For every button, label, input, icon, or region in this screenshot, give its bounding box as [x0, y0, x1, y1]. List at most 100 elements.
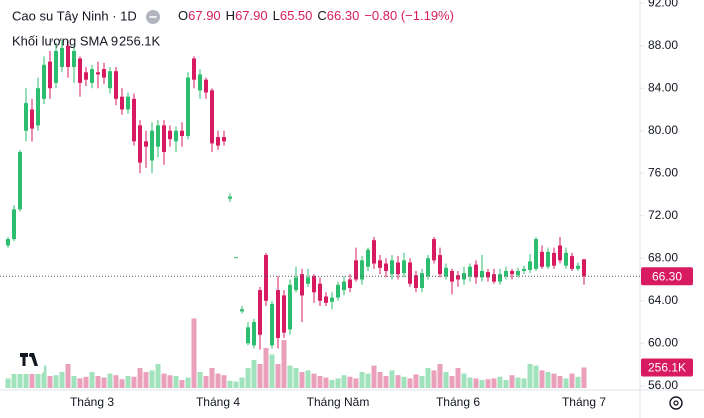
volume-bar [137, 368, 143, 388]
candle-body [204, 79, 208, 93]
volume-bar [113, 375, 119, 388]
volume-bar [347, 376, 353, 388]
candle-body [78, 58, 82, 83]
volume-tag-label: 256.1K [648, 361, 686, 375]
candle-body [438, 255, 442, 275]
volume-bar [161, 373, 167, 388]
candle-body [222, 137, 226, 142]
candle-body [444, 267, 448, 277]
volume-bar [65, 364, 71, 388]
volume-bar [533, 365, 539, 388]
candle-body [570, 256, 574, 269]
c-label: C [317, 8, 326, 23]
candle-body [498, 274, 502, 282]
x-tick-label: Tháng Năm [307, 395, 370, 409]
symbol-title: Cao su Tây Ninh · 1D [12, 8, 137, 23]
candle-body [294, 277, 298, 291]
candle-body [450, 270, 454, 282]
settings-icon[interactable] [669, 396, 683, 410]
candle-body [324, 296, 328, 303]
candle-body [378, 260, 382, 268]
volume-bar [407, 378, 413, 388]
o-value: 67.90 [188, 8, 221, 23]
change: −0.80 (−1.19%) [364, 8, 454, 23]
plot [5, 40, 587, 388]
volume-bar [35, 370, 41, 388]
y-tick-label: 64.00 [648, 293, 678, 307]
candle-body [66, 45, 70, 67]
volume-bar [287, 365, 293, 388]
y-tick-label: 88.00 [648, 38, 678, 52]
candle-body [540, 251, 544, 267]
volume-bar [269, 354, 275, 388]
candle-body [18, 151, 22, 210]
volume-bar [557, 376, 563, 388]
candle-body [342, 281, 346, 291]
volume-tag [641, 358, 693, 377]
candle-body [402, 260, 406, 274]
volume-bar [251, 360, 257, 388]
candle-body [48, 61, 52, 89]
y-tick-label: 80.00 [648, 123, 678, 137]
candle-body [330, 297, 334, 302]
volume-bar [47, 376, 53, 388]
candle-body [168, 130, 172, 140]
candle-body [408, 262, 412, 284]
volume-bar [515, 377, 521, 388]
candle-body [546, 251, 550, 267]
candle-body [156, 125, 160, 147]
candle-body [426, 258, 430, 277]
h-value: 67.90 [235, 8, 268, 23]
candle-body [474, 264, 478, 278]
volume-bar [575, 376, 581, 388]
candle-body [552, 252, 556, 266]
volume-bar [29, 372, 35, 388]
volume-bar [491, 378, 497, 388]
volume-bar [11, 373, 17, 388]
candle-body [120, 96, 124, 110]
volume-bar [227, 380, 233, 388]
volume-bar [143, 372, 149, 388]
candle-body [6, 239, 10, 246]
candle-body [300, 274, 304, 296]
volume-bar [551, 373, 557, 388]
volume-bar [95, 376, 101, 388]
candle-body [252, 321, 256, 346]
volume-bar [155, 364, 161, 388]
x-tick-label: Tháng 3 [70, 395, 114, 409]
volume-bar [365, 373, 371, 388]
x-tick-label: Tháng 6 [436, 395, 480, 409]
volume-bar [41, 365, 47, 388]
candle-body [180, 130, 184, 137]
volume-bar [263, 348, 269, 388]
volume-bar [419, 376, 425, 388]
volume-bar [413, 374, 419, 388]
candle-body [96, 72, 100, 75]
volume-bar [239, 377, 245, 388]
volume-bar [305, 370, 311, 388]
volume-bar [389, 370, 395, 388]
candle-body [24, 103, 28, 131]
candle-body [558, 245, 562, 261]
volume-bar [89, 372, 95, 388]
volume-bar [317, 376, 323, 388]
volume-bar [545, 372, 551, 388]
candle-body [90, 69, 94, 83]
volume-bar [71, 376, 77, 388]
candle-body [354, 260, 358, 280]
candle-body [582, 259, 586, 277]
candle-body [102, 69, 106, 78]
candle-body [414, 275, 418, 288]
volume-bar [425, 368, 431, 388]
y-tick-label: 92.00 [648, 0, 678, 9]
candle-body [138, 125, 142, 163]
candle-body [432, 239, 436, 261]
candle-body [390, 260, 394, 275]
volume-bar [149, 370, 155, 388]
eye-icon[interactable] [146, 10, 160, 24]
candle-body [564, 252, 568, 266]
candle-body [186, 77, 190, 137]
volume-bar [329, 380, 335, 388]
candle-body [366, 249, 370, 267]
